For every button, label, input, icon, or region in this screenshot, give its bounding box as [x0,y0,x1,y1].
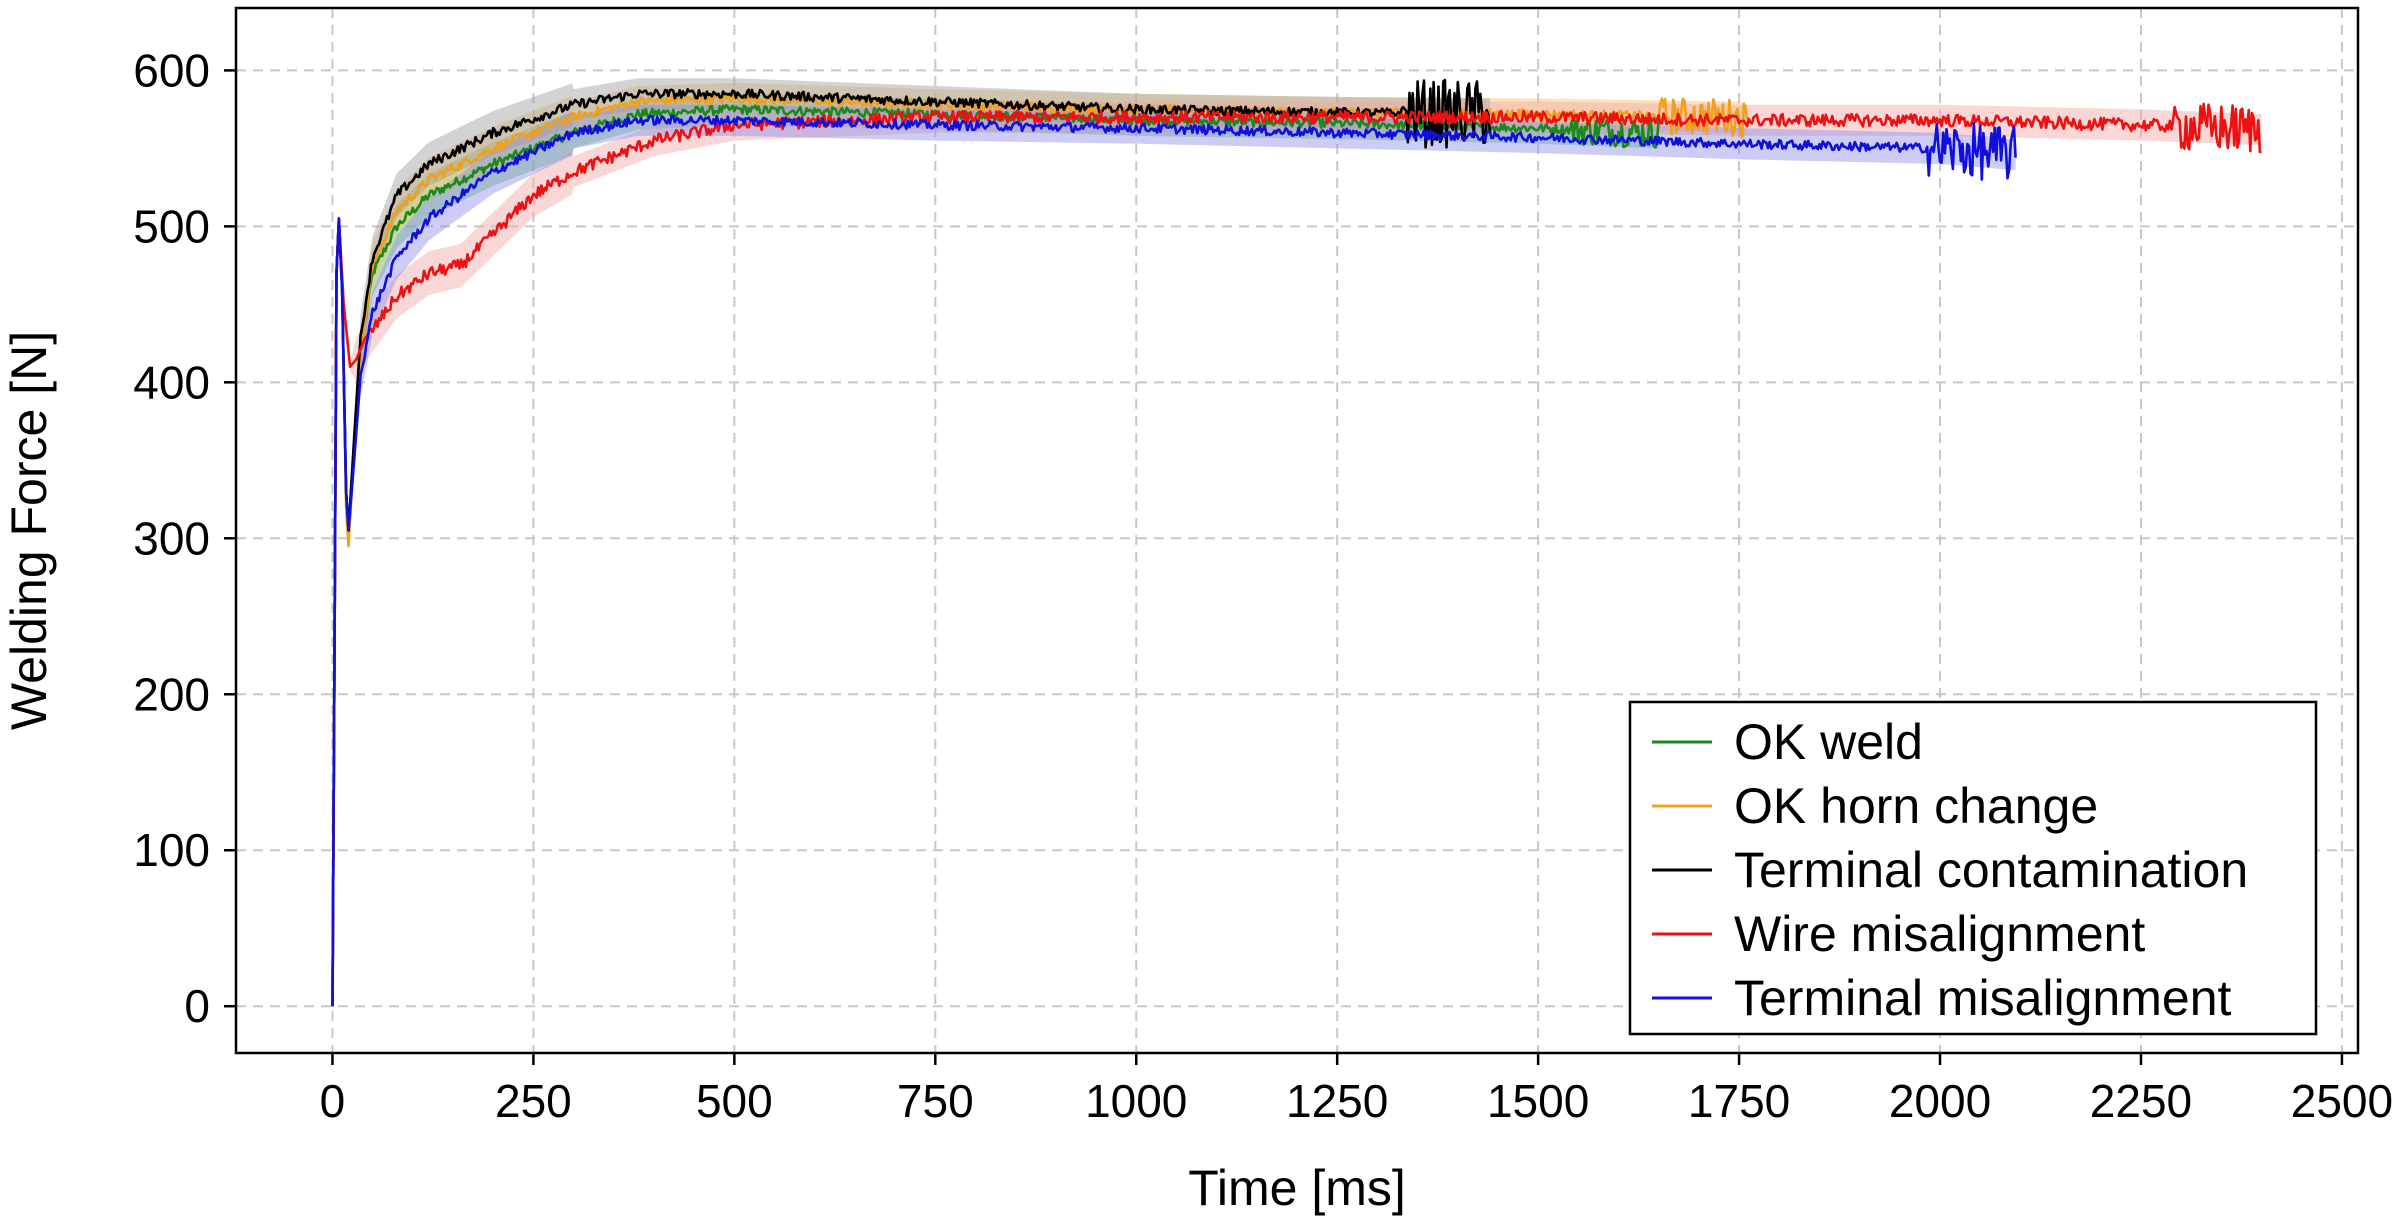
legend-label-3: Wire misalignment [1734,906,2145,962]
y-tick-label: 600 [133,44,210,96]
x-tick-label: 1000 [1085,1075,1187,1127]
x-tick-label: 750 [897,1075,974,1127]
series-band-1 [332,82,1748,1011]
axis-ticks: 0 250 500 750 1000 1250 1500 1750 2000 2250 2500 0 1… [133,44,2393,1127]
y-tick-label: 500 [133,200,210,252]
plot-frame [234,6,2360,1055]
legend-box [1628,700,2318,1036]
x-tick-label: 1500 [1487,1075,1589,1127]
x-tick-label: 250 [495,1075,572,1127]
series-lines [331,78,2262,1007]
legend-label-2: Terminal contamination [1734,842,2248,898]
x-tick-label: 2500 [2291,1075,2393,1127]
legend: OK weld OK horn change Terminal contaminat… [1628,700,2318,1036]
y-axis-label: Welding Force [N] [1,331,57,730]
series-band-2 [332,78,1490,1011]
y-tick-label: 0 [184,980,210,1032]
x-axis-label: Time [ms] [1188,1160,1406,1216]
series-band-0 [332,93,1659,1011]
y-tick-label: 100 [133,824,210,876]
y-tick-label: 400 [133,356,210,408]
legend-label-0: OK weld [1734,714,1923,770]
plot-area [331,78,2262,1011]
confidence-bands [332,78,2262,1011]
x-tick-label: 500 [696,1075,773,1127]
series-line-2 [331,78,1492,1007]
series-line-3 [331,102,2262,1007]
y-tick-label: 200 [133,668,210,720]
x-tick-label: 2000 [1889,1075,1991,1127]
legend-label-1: OK horn change [1734,778,2098,834]
series-line-4 [331,114,2017,1007]
x-tick-label: 1750 [1688,1075,1790,1127]
y-tick-label: 300 [133,512,210,564]
legend-label-4: Terminal misalignment [1734,970,2231,1026]
series-band-3 [332,101,2262,1011]
x-tick-label: 1250 [1286,1075,1388,1127]
x-tick-label: 2250 [2090,1075,2192,1127]
x-tick-label: 0 [320,1075,346,1127]
